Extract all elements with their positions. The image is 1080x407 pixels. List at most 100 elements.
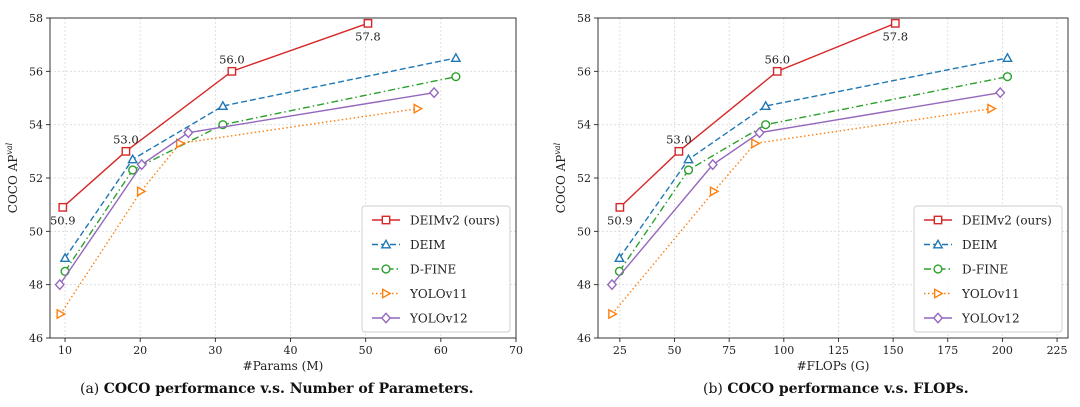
- caption-b-text: COCO performance v.s. FLOPs.: [727, 381, 969, 397]
- y-tick-label: 58: [577, 12, 591, 25]
- legend-label: D-FINE: [410, 263, 456, 277]
- data-point: [606, 278, 618, 291]
- y-tick-label: 50: [29, 225, 43, 238]
- data-point: [127, 153, 139, 164]
- legend-marker: [380, 312, 392, 324]
- y-tick-label: 48: [29, 279, 43, 292]
- y-tick-label: 52: [29, 172, 43, 185]
- y-axis-label-sup: val: [5, 142, 14, 154]
- data-point: [1002, 52, 1013, 63]
- x-tick-label: 200: [992, 344, 1013, 357]
- data-point: [995, 86, 1006, 99]
- series-deimv2-ours: [58, 18, 373, 212]
- series-yolov11: [56, 103, 424, 320]
- legend-marker: [933, 264, 943, 274]
- y-axis-label-main: COCO AP: [554, 155, 568, 214]
- legend-label: DEIMv2 (ours): [962, 214, 1052, 228]
- x-tick-label: 25: [613, 344, 627, 357]
- caption-a: (a) COCO performance v.s. Number of Para…: [80, 381, 474, 397]
- series-deimv2-ours: [615, 18, 900, 212]
- y-axis-label-sup: val: [553, 142, 562, 154]
- series-yolov12: [54, 86, 440, 291]
- data-label: 53.0: [113, 132, 139, 146]
- data-label: 50.9: [607, 213, 633, 227]
- y-tick-label: 56: [577, 65, 591, 78]
- legend-label: DEIMv2 (ours): [410, 214, 500, 228]
- legend: DEIMv2 (ours) DEIM D-FINE YOLOv11 YOLOv12: [913, 205, 1063, 333]
- legend-marker: [380, 238, 392, 249]
- y-axis-label: COCO APval: [553, 142, 568, 213]
- data-point: [428, 86, 440, 99]
- data-point: [227, 66, 237, 76]
- data-point: [674, 146, 684, 156]
- series-line: [618, 75, 1008, 272]
- legend-label: D-FINE: [962, 263, 1008, 277]
- series-yolov12: [606, 86, 1006, 291]
- data-point: [683, 153, 694, 164]
- series-deim: [614, 52, 1013, 263]
- data-point: [121, 146, 131, 156]
- ticks: 10 20 30 40 50 60 70 46 48 50 52 54 56 58: [29, 12, 523, 357]
- y-tick-label: 46: [29, 332, 43, 345]
- legend-item: YOLOv11: [924, 287, 1020, 301]
- data-label: 57.8: [355, 29, 381, 43]
- y-tick-label: 54: [29, 119, 43, 132]
- data-point: [772, 66, 782, 76]
- data-label: 56.0: [219, 52, 245, 66]
- y-tick-label: 46: [577, 332, 591, 345]
- data-point: [751, 137, 761, 149]
- caption-a-text: COCO performance v.s. Number of Paramete…: [103, 381, 474, 397]
- x-tick-label: 20: [133, 344, 147, 357]
- y-tick-label: 48: [577, 279, 591, 292]
- legend-box: [913, 205, 1063, 333]
- legend-marker: [381, 264, 391, 274]
- ticks: 25 50 75 100 125 150 175 200 225 46 48 50 52 54 56 58: [577, 12, 1068, 357]
- x-tick-label: 150: [883, 344, 904, 357]
- data-point: [56, 308, 67, 320]
- data-point: [54, 278, 65, 291]
- legend-marker: [381, 288, 392, 299]
- data-point: [363, 18, 373, 28]
- data-point: [1002, 72, 1013, 82]
- data-point: [615, 202, 625, 212]
- data-label: 56.0: [764, 52, 790, 66]
- x-axis-label: #Params (M): [243, 359, 324, 373]
- chart-params: 10 20 30 40 50 60 70 46 48 50 52 54 56 58 50.9 53.0 56.0…: [5, 12, 523, 373]
- data-point: [614, 266, 625, 276]
- legend: DEIMv2 (ours) DEIM D-FINE YOLOv11 YOLOv12: [361, 205, 511, 333]
- legend-label: YOLOv11: [409, 287, 468, 301]
- data-point: [987, 103, 997, 115]
- series-line: [611, 91, 1001, 286]
- data-point: [136, 185, 147, 197]
- annotations: 50.9 53.0 56.0 57.8: [607, 29, 908, 227]
- x-tick-label: 50: [359, 344, 373, 357]
- legend-item: YOLOv12: [924, 312, 1020, 326]
- data-point: [217, 100, 229, 111]
- series-line: [619, 22, 896, 208]
- legend-label: YOLOv11: [961, 287, 1020, 301]
- y-tick-label: 56: [29, 65, 43, 78]
- series-line: [64, 57, 457, 259]
- data-label: 53.0: [666, 132, 692, 146]
- legend-marker: [933, 288, 944, 299]
- legend-item: DEIM: [924, 238, 997, 252]
- series-yolov11: [608, 103, 997, 320]
- y-tick-label: 54: [577, 119, 591, 132]
- y-axis-label: COCO APval: [5, 142, 20, 213]
- legend-marker: [932, 238, 944, 249]
- caption-a-prefix: (a): [80, 381, 104, 397]
- data-point: [761, 120, 771, 130]
- data-point: [709, 185, 720, 197]
- data-label: 57.8: [882, 29, 908, 43]
- y-tick-label: 52: [577, 172, 591, 185]
- data-point: [413, 103, 424, 115]
- series-line: [618, 57, 1008, 259]
- legend-marker: [933, 215, 943, 225]
- legend-item: D-FINE: [372, 263, 456, 277]
- grid: [598, 17, 1068, 339]
- series-line: [59, 107, 418, 315]
- x-tick-label: 125: [828, 344, 849, 357]
- legend-label: DEIM: [410, 238, 445, 252]
- x-tick-label: 70: [509, 344, 523, 357]
